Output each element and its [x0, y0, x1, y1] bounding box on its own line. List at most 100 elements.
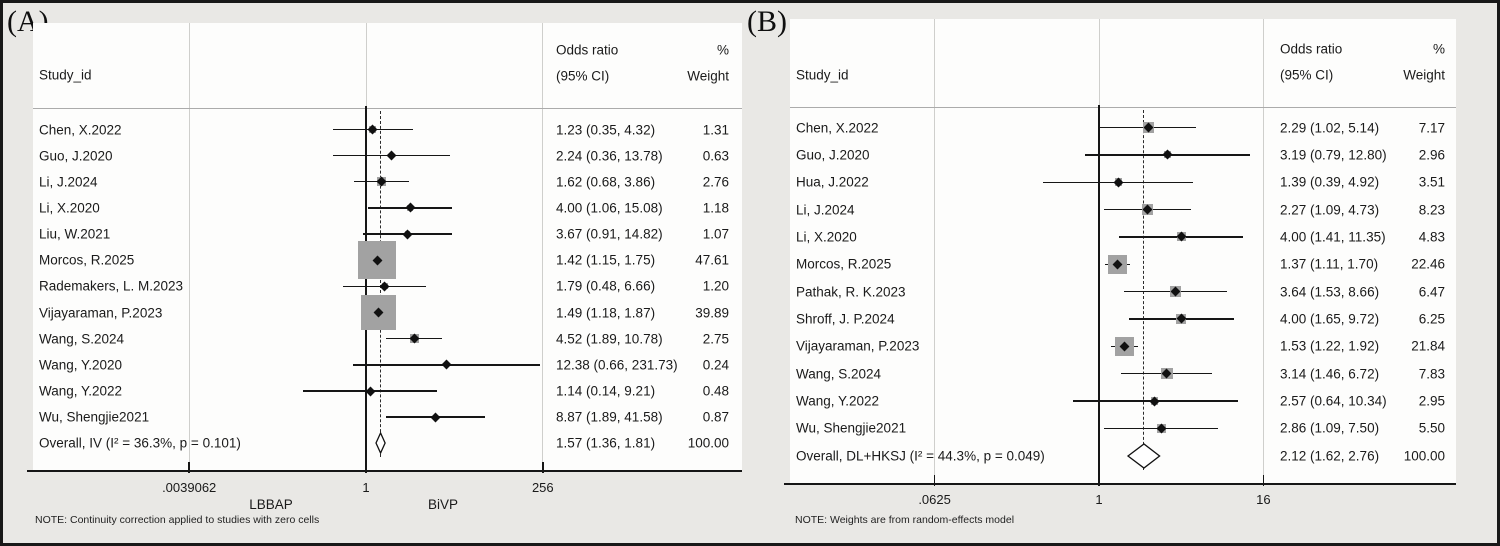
gridline [188, 23, 190, 471]
study-label: Chen, X.2022 [39, 122, 122, 137]
comparison-label-left: LBBAP [249, 497, 293, 512]
header-separator [790, 107, 1456, 108]
axis-tick-label: .0039062 [162, 480, 217, 495]
plot-area [790, 19, 1456, 484]
weight-value: 1.18 [702, 200, 729, 216]
overall-label: Overall, IV (I² = 36.3%, p = 0.101) [39, 435, 241, 451]
study-label: Wang, S.2024 [39, 331, 125, 347]
axis-tick-label: 16 [1256, 492, 1271, 507]
weight-value: 7.83 [1418, 366, 1445, 382]
overall-weight-value: 100.00 [1403, 448, 1445, 464]
gridline [1262, 19, 1264, 484]
column-header-or-2: (95% CI) [1280, 67, 1334, 83]
footnote: NOTE: Continuity correction applied to s… [35, 514, 320, 526]
study-label: Vijayaraman, P.2023 [39, 305, 163, 321]
weight-value: 1.31 [702, 122, 729, 137]
or-ci-value: 1.49 (1.18, 1.87) [556, 305, 656, 321]
weight-value: 2.76 [702, 174, 729, 190]
axis-tick [1098, 475, 1100, 486]
or-ci-value: 1.79 (0.48, 6.66) [556, 278, 656, 294]
overall-diamond [375, 431, 386, 455]
weight-value: 0.63 [702, 148, 729, 164]
study-label: Li, J.2024 [39, 174, 98, 190]
axis-line [784, 483, 1456, 485]
weight-value: 5.50 [1418, 420, 1445, 436]
column-header-weight-1: % [716, 42, 729, 58]
study-label: Vijayaraman, P.2023 [796, 338, 920, 354]
axis-tick [1262, 475, 1265, 486]
or-ci-value: 4.52 (1.89, 10.78) [556, 331, 663, 347]
or-ci-value: 1.23 (0.35, 4.32) [556, 122, 656, 137]
overall-weight-value: 100.00 [687, 435, 729, 451]
study-label: Pathak, R. K.2023 [796, 284, 906, 300]
or-ci-value: 2.27 (1.09, 4.73) [1280, 202, 1380, 218]
study-label: Wang, Y.2022 [39, 383, 123, 399]
weight-value: 0.48 [702, 383, 729, 399]
weight-value: 0.24 [702, 357, 729, 373]
axis-tick-label: 256 [531, 480, 554, 495]
study-label: Morcos, R.2025 [39, 252, 135, 268]
or-ci-value: 3.14 (1.46, 6.72) [1280, 366, 1380, 382]
study-label: Wu, Shengjie2021 [796, 420, 907, 436]
or-ci-value: 1.62 (0.68, 3.86) [556, 174, 656, 190]
weight-value: 6.47 [1418, 284, 1445, 300]
or-ci-value: 8.87 (1.89, 41.58) [556, 409, 663, 425]
axis-tick-label: .0625 [918, 492, 951, 507]
column-header-weight-2: Weight [1403, 67, 1445, 83]
weight-value: 1.07 [702, 226, 729, 242]
axis-tick-label: 1 [362, 480, 370, 495]
weight-value: 7.17 [1418, 120, 1445, 135]
or-ci-value: 3.67 (0.91, 14.82) [556, 226, 663, 242]
axis-tick [365, 462, 367, 473]
panel-a: (A) Study_id Odds ratio (95% CI) % Weigh… [3, 3, 1497, 543]
study-label: Guo, J.2020 [39, 148, 113, 164]
gridline [934, 19, 936, 484]
column-header-or-2: (95% CI) [556, 68, 610, 84]
weight-value: 8.23 [1418, 202, 1445, 218]
weight-value: 1.20 [702, 278, 729, 294]
axis-tick [188, 462, 190, 473]
weight-value: 2.96 [1418, 147, 1445, 163]
weight-value: 21.84 [1411, 338, 1445, 354]
study-label: Li, X.2020 [39, 200, 100, 216]
study-label: Hua, J.2022 [796, 174, 869, 190]
overall-label: Overall, DL+HKSJ (I² = 44.3%, p = 0.049) [796, 448, 1045, 464]
study-label: Liu, W.2021 [39, 226, 111, 242]
study-label: Li, J.2024 [796, 202, 855, 218]
column-header-study: Study_id [796, 67, 849, 83]
study-label: Rademakers, L. M.2023 [39, 278, 184, 294]
weight-value: 39.89 [695, 305, 729, 321]
axis-tick-label: 1 [1095, 492, 1103, 507]
or-ci-value: 4.00 (1.06, 15.08) [556, 200, 663, 216]
study-label: Chen, X.2022 [796, 120, 879, 135]
column-header-or-1: Odds ratio [556, 42, 619, 58]
weight-value: 4.83 [1418, 229, 1445, 245]
axis-line [27, 470, 742, 472]
or-ci-value: 4.00 (1.65, 9.72) [1280, 311, 1380, 327]
study-label: Wang, Y.2022 [796, 393, 880, 409]
or-ci-value: 2.24 (0.36, 13.78) [556, 148, 663, 164]
panel-b: (B) Study_id Odds ratio (95% CI) % Weigh… [3, 3, 1497, 543]
weight-value: 3.51 [1418, 174, 1445, 190]
panel-label-b: (B) [747, 5, 787, 38]
or-ci-value: 2.29 (1.02, 5.14) [1280, 120, 1380, 135]
study-label: Wang, S.2024 [796, 366, 882, 382]
null-line [365, 106, 367, 471]
gridline [542, 23, 544, 471]
footnote: NOTE: Weights are from random-effects mo… [795, 514, 1015, 526]
or-ci-value: 12.38 (0.66, 231.73) [556, 357, 678, 373]
study-label: Shroff, J. P.2024 [796, 311, 895, 327]
weight-value: 2.95 [1418, 393, 1445, 409]
comparison-label-right: BiVP [427, 497, 459, 512]
overall-or-ci-value: 1.57 (1.36, 1.81) [556, 435, 656, 451]
or-ci-value: 2.86 (1.09, 7.50) [1280, 420, 1380, 436]
weight-value: 0.87 [702, 409, 729, 425]
study-label: Wu, Shengjie2021 [39, 409, 150, 425]
weight-value: 2.75 [702, 331, 729, 347]
overall-diamond [1126, 442, 1161, 469]
weight-value: 22.46 [1411, 256, 1445, 272]
or-ci-value: 1.39 (0.39, 4.92) [1280, 174, 1380, 190]
overall-or-ci-value: 2.12 (1.62, 2.76) [1280, 448, 1380, 464]
or-ci-value: 4.00 (1.41, 11.35) [1280, 229, 1386, 245]
overall-dashed-line [1142, 110, 1144, 470]
